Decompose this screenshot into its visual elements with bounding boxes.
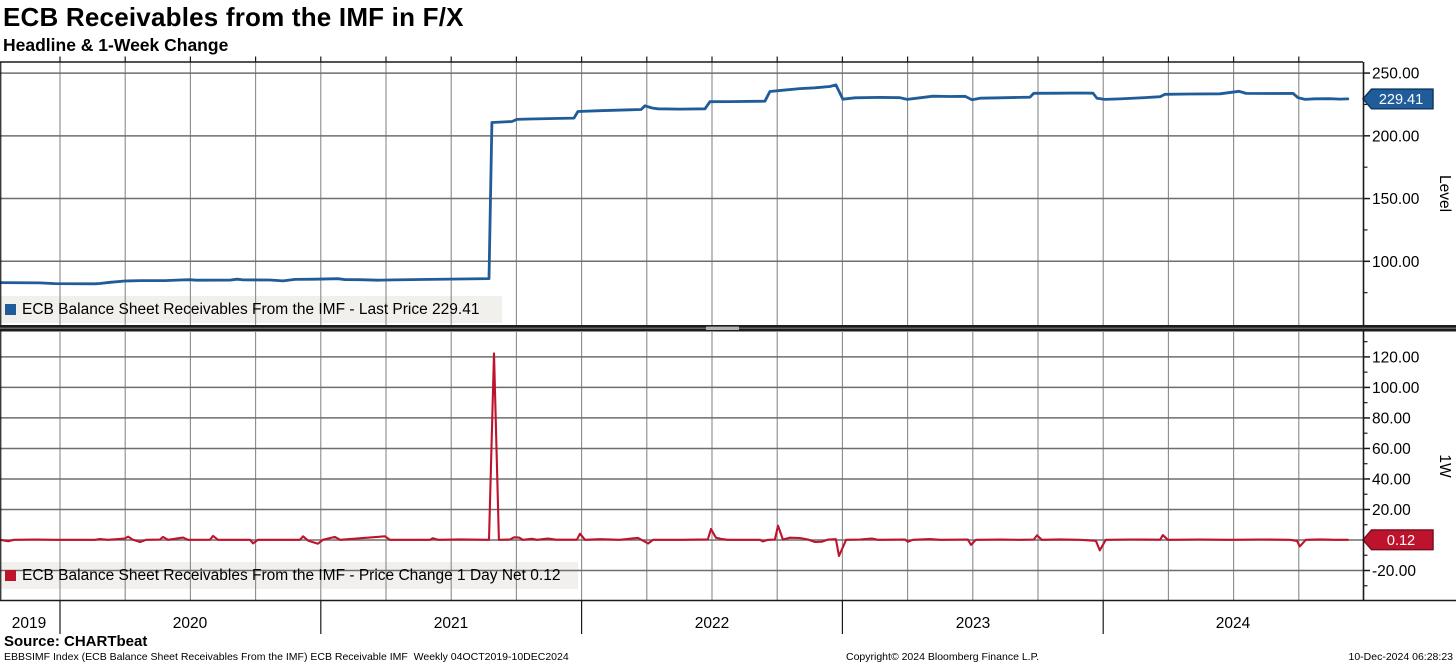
legend-swatch-blue-icon xyxy=(5,304,16,315)
legend-background xyxy=(0,296,502,323)
y-axis-tick-label: 150.00 xyxy=(1372,191,1420,208)
footer-timestamp: 10-Dec-2024 06:28:23 xyxy=(1348,651,1454,663)
x-axis-year-label: 2019 xyxy=(12,615,46,632)
page-title: ECB Receivables from the IMF in F/X xyxy=(3,2,464,32)
y-axis-tick-label: 100.00 xyxy=(1372,380,1420,397)
y-axis-tick-label: 120.00 xyxy=(1372,349,1420,366)
bottom-last-value-label: 0.12 xyxy=(1387,533,1415,549)
bottom-last-value-badge xyxy=(1362,529,1434,551)
y-axis-tick-label: 40.00 xyxy=(1372,471,1411,488)
top-series-line xyxy=(0,83,1350,286)
legend-1w-change: ECB Balance Sheet Receivables From the I… xyxy=(0,562,560,589)
legend-swatch-red-icon xyxy=(5,570,16,581)
y-axis-tick-label: 200.00 xyxy=(1372,128,1420,145)
footer-copyright: Copyright© 2024 Bloomberg Finance L.P. xyxy=(846,651,1040,663)
bottom-series-line xyxy=(0,352,1349,558)
y-axis-tick-label: 100.00 xyxy=(1372,254,1420,271)
y-axis-tick-label: 20.00 xyxy=(1372,502,1411,519)
top-last-value-label: 229.41 xyxy=(1379,92,1423,108)
legend-background xyxy=(0,562,578,589)
source-label: Source: CHARTbeat xyxy=(4,633,148,650)
x-axis-year-label: 2023 xyxy=(956,615,990,632)
top-axis-title: Level xyxy=(1436,175,1453,212)
x-axis-year-label: 2022 xyxy=(695,615,729,632)
chart-header: ECB Receivables from the IMF in F/X Head… xyxy=(3,0,464,56)
chart-subtitle: Headline & 1-Week Change xyxy=(3,35,229,55)
y-axis-tick-label: 60.00 xyxy=(1372,441,1411,458)
y-axis-tick-label: 80.00 xyxy=(1372,410,1411,427)
x-axis-year-label: 2020 xyxy=(173,615,208,632)
top-last-value-badge xyxy=(1362,88,1434,110)
bottom-axis-title: 1W xyxy=(1436,454,1453,478)
y-axis-tick-label: -20.00 xyxy=(1372,563,1416,580)
panel-splitter-handle[interactable] xyxy=(706,326,739,330)
x-axis-year-label: 2024 xyxy=(1216,615,1251,632)
legend-1w-change-label: ECB Balance Sheet Receivables From the I… xyxy=(22,566,561,584)
y-axis-tick-label: 250.00 xyxy=(1372,66,1420,83)
footer-security-description: EBBSIMF Index (ECB Balance Sheet Receiva… xyxy=(4,651,569,663)
x-axis-year-label: 2021 xyxy=(434,615,468,632)
legend-headline: ECB Balance Sheet Receivables From the I… xyxy=(0,296,479,323)
legend-headline-label: ECB Balance Sheet Receivables From the I… xyxy=(22,300,480,318)
